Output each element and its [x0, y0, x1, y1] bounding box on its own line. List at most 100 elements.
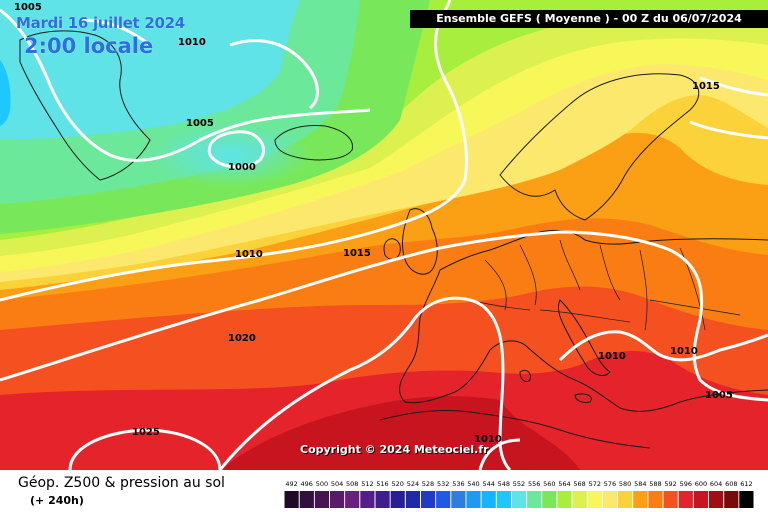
isobar-label: 1010	[235, 249, 263, 260]
scale-swatch	[739, 491, 754, 508]
isobar-labels: 1005 1010 1005 1000 1010 1015 1015 1020 …	[14, 2, 733, 445]
scale-label: 560	[543, 480, 555, 488]
scale-label: 500	[316, 480, 328, 488]
scale-swatch	[511, 491, 527, 508]
isobar-label: 1010	[598, 351, 626, 362]
scale-label: 516	[376, 480, 388, 488]
scale-swatch	[284, 491, 299, 508]
scale-label: 588	[649, 480, 661, 488]
isobar-label: 1000	[228, 162, 256, 173]
map-footer: Géop. Z500 & pression au sol (+ 240h) 49…	[0, 470, 768, 512]
scale-swatch	[375, 491, 390, 508]
scale-swatch	[709, 491, 724, 508]
scale-swatch	[360, 491, 375, 508]
scale-swatch	[481, 491, 496, 508]
scale-label: 528	[422, 480, 434, 488]
scale-swatch	[602, 491, 618, 508]
scale-swatch	[390, 491, 405, 508]
scale-label: 504	[331, 480, 343, 488]
scale-label: 492	[285, 480, 297, 488]
scale-label: 604	[710, 480, 722, 488]
isobar-label: 1015	[692, 81, 720, 92]
scale-swatch	[299, 491, 314, 508]
coastlines	[19, 30, 768, 449]
north-africa-coast	[379, 409, 651, 449]
scale-label: 608	[725, 480, 737, 488]
border	[469, 239, 741, 331]
isobar-1005-east	[689, 120, 768, 140]
scale-swatch	[542, 491, 557, 508]
isobar-1020	[218, 296, 512, 470]
country-borders	[469, 239, 741, 331]
scale-swatch	[663, 491, 678, 508]
forecast-time: 2:00 locale	[24, 34, 154, 58]
scale-label: 532	[437, 480, 449, 488]
scale-swatch	[633, 491, 648, 508]
scale-label: 548	[498, 480, 510, 488]
scale-label: 540	[467, 480, 479, 488]
iceland-coast	[274, 125, 354, 161]
scale-label: 612	[740, 480, 752, 488]
scandinavia-coast	[499, 73, 700, 221]
scale-swatch	[466, 491, 481, 508]
isobar-1010-balkan	[558, 330, 768, 362]
isobar-1010-main	[0, 0, 468, 302]
europe-mainland-coast	[399, 229, 768, 412]
isobar-1000	[207, 130, 265, 169]
italy-coast	[557, 299, 611, 376]
scale-label: 592	[664, 480, 676, 488]
scale-label: 572	[589, 480, 601, 488]
isobar-lines	[0, 0, 768, 470]
scale-swatch	[724, 491, 739, 508]
scale-swatch	[678, 491, 693, 508]
color-scale-legend: 492 496 500 504 508 512 516 520 524 528 532 536 540 5…	[284, 480, 754, 508]
forecast-date: Mardi 16 juillet 2024	[16, 14, 185, 32]
isobar-label: 1010	[178, 37, 206, 48]
forecast-lead-time: (+ 240h)	[30, 494, 84, 507]
isobar-1015	[0, 230, 768, 402]
isobar-1010-north	[79, 18, 319, 110]
isobar-1005-west	[0, 8, 371, 162]
scale-swatch	[648, 491, 663, 508]
scale-swatch	[587, 491, 602, 508]
scale-label: 556	[528, 480, 540, 488]
scale-swatch	[451, 491, 466, 508]
scale-swatch	[421, 491, 436, 508]
scale-label: 508	[346, 480, 358, 488]
field-band	[150, 123, 310, 187]
scale-swatch	[436, 491, 451, 508]
model-run-header: Ensemble GEFS ( Moyenne ) - 00 Z du 06/0…	[410, 10, 768, 28]
isobar-label: 1005	[14, 2, 42, 13]
scale-label: 536	[452, 480, 464, 488]
mediterranean-islands	[519, 369, 592, 403]
copyright-notice: Copyright © 2024 Meteociel.fr	[300, 443, 489, 456]
isobar-1015-ne	[699, 76, 768, 97]
scale-label: 520	[391, 480, 403, 488]
scale-label: 568	[573, 480, 585, 488]
scale-label: 580	[619, 480, 631, 488]
scale-label: 584	[634, 480, 646, 488]
scale-label: 544	[482, 480, 494, 488]
isobar-1025	[68, 428, 222, 470]
weather-map: 1005 1010 1005 1000 1010 1015 1015 1020 …	[0, 0, 768, 470]
scale-label: 576	[604, 480, 616, 488]
field-band	[0, 60, 11, 126]
isobar-label: 1010	[670, 346, 698, 357]
scale-label: 564	[558, 480, 570, 488]
scale-swatch	[557, 491, 572, 508]
map-canvas: 1005 1010 1005 1000 1010 1015 1015 1020 …	[0, 0, 768, 470]
scale-label: 524	[407, 480, 419, 488]
isobar-label: 1020	[228, 333, 256, 344]
scale-swatch	[527, 491, 542, 508]
scale-label: 600	[695, 480, 707, 488]
scale-label: 552	[513, 480, 525, 488]
parameter-title: Géop. Z500 & pression au sol	[18, 475, 225, 491]
isobar-label: 1025	[132, 427, 160, 438]
scale-label: 496	[300, 480, 312, 488]
scale-swatch	[330, 491, 345, 508]
isobar-label: 1005	[705, 390, 733, 401]
scale-swatch	[693, 491, 709, 508]
scale-swatch	[572, 491, 587, 508]
isobar-label: 1005	[186, 118, 214, 129]
scale-label: 512	[361, 480, 373, 488]
